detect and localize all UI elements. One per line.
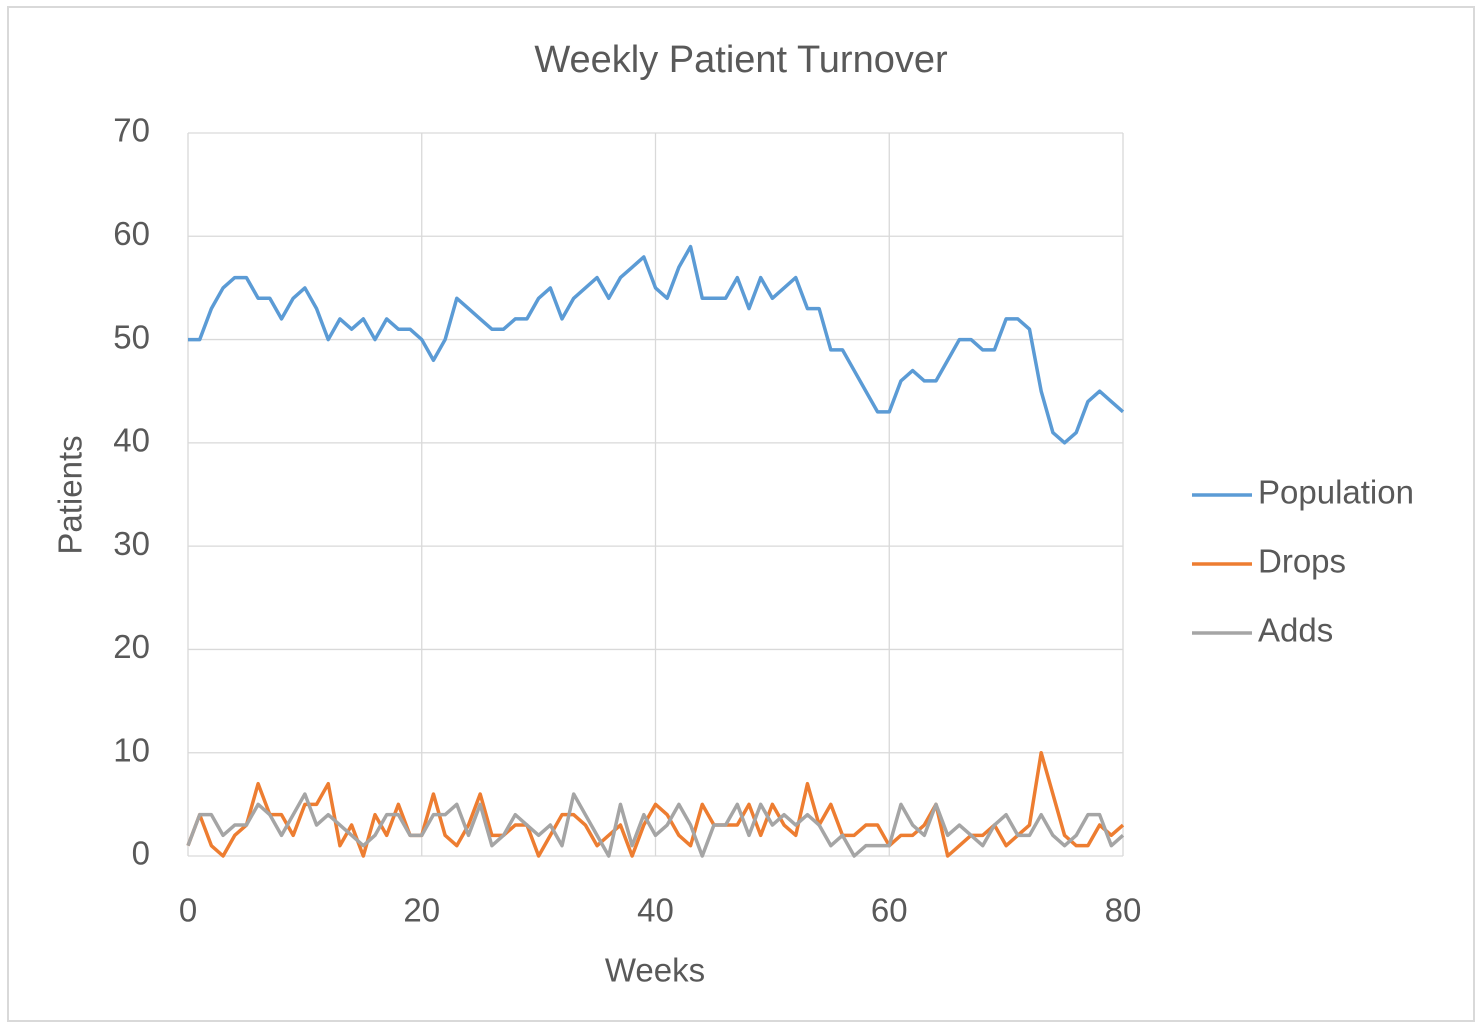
y-tick-label: 40: [113, 422, 150, 459]
legend-label: Drops: [1258, 543, 1346, 580]
y-tick-label: 70: [113, 112, 150, 149]
y-tick-label: 10: [113, 731, 150, 768]
x-tick-label: 60: [871, 892, 908, 929]
x-axis-title: Weeks: [605, 952, 705, 989]
x-tick-label: 20: [403, 892, 440, 929]
y-tick-label: 0: [132, 835, 150, 872]
y-tick-label: 50: [113, 318, 150, 355]
y-tick-label: 30: [113, 525, 150, 562]
series-line: [188, 244, 1125, 445]
legend-label: Population: [1258, 474, 1414, 511]
series-line: [186, 792, 1125, 858]
y-tick-label: 60: [113, 215, 150, 252]
chart-border: [7, 6, 1475, 1022]
y-axis-title: Patients: [52, 435, 89, 554]
series-line: [186, 750, 1125, 858]
y-tick-label: 20: [113, 628, 150, 665]
chart-title: Weekly Patient Turnover: [534, 39, 948, 81]
x-tick-label: 40: [637, 892, 674, 929]
legend-label: Adds: [1258, 612, 1333, 649]
x-tick-label: 80: [1105, 892, 1142, 929]
x-tick-label: 0: [179, 892, 197, 929]
